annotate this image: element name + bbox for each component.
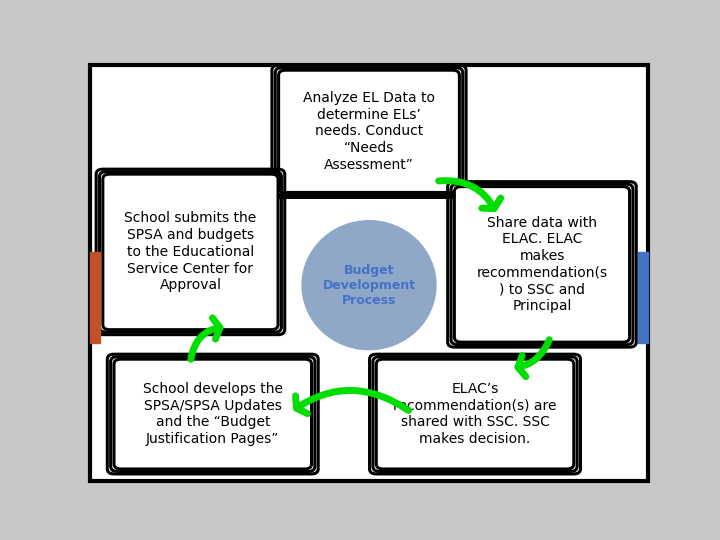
- Ellipse shape: [302, 221, 436, 349]
- FancyBboxPatch shape: [279, 70, 459, 192]
- Text: Share data with
ELAC. ELAC
makes
recommendation(s
) to SSC and
Principal: Share data with ELAC. ELAC makes recomme…: [477, 215, 608, 313]
- Text: Analyze EL Data to
determine ELs’
needs. Conduct
“Needs
Assessment”: Analyze EL Data to determine ELs’ needs.…: [303, 91, 435, 172]
- FancyBboxPatch shape: [114, 359, 312, 469]
- Text: Budget
Development
Process: Budget Development Process: [323, 264, 415, 307]
- FancyBboxPatch shape: [454, 187, 629, 342]
- FancyBboxPatch shape: [103, 174, 278, 329]
- Bar: [90, 252, 100, 343]
- Bar: [638, 252, 648, 343]
- Text: School submits the
SPSA and budgets
to the Educational
Service Center for
Approv: School submits the SPSA and budgets to t…: [125, 211, 256, 292]
- Text: ELAC’s
recommendation(s) are
shared with SSC. SSC
makes decision.: ELAC’s recommendation(s) are shared with…: [393, 382, 557, 446]
- Text: School develops the
SPSA/SPSA Updates
and the “Budget
Justification Pages”: School develops the SPSA/SPSA Updates an…: [143, 382, 283, 446]
- FancyBboxPatch shape: [377, 359, 574, 469]
